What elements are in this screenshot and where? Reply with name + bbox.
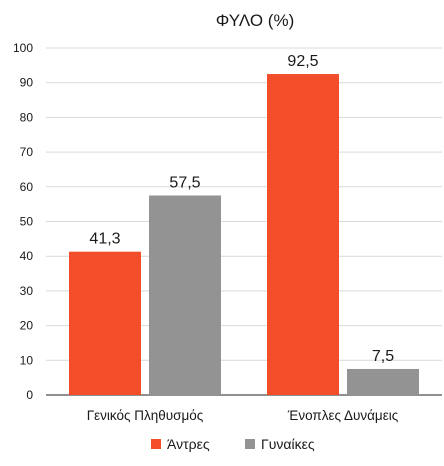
bars: 41,3 57,5 92,5 7,5 xyxy=(69,53,419,396)
bar xyxy=(347,368,419,395)
y-tick-label: 40 xyxy=(20,249,34,263)
y-tick-label: 100 xyxy=(13,41,33,55)
chart-title: ΦΥΛΟ (%) xyxy=(216,11,294,30)
y-tick-label: 10 xyxy=(20,353,34,367)
legend: Άντρες Γυναίκες xyxy=(151,436,315,452)
legend-swatch xyxy=(245,439,255,449)
bar xyxy=(267,74,339,396)
y-tick-label: 90 xyxy=(20,76,34,90)
y-tick-label: 60 xyxy=(20,180,34,194)
bar xyxy=(69,251,141,395)
x-axis: Γενικός Πληθυσμός Ένοπλες Δυνάμεις xyxy=(87,408,399,423)
legend-swatch xyxy=(151,439,161,449)
y-axis: 0 10 20 30 40 50 60 70 80 90 100 xyxy=(13,41,33,402)
y-tick-label: 30 xyxy=(20,284,34,298)
bar xyxy=(149,195,221,395)
y-tick-label: 80 xyxy=(20,110,34,124)
data-label: 7,5 xyxy=(372,348,394,365)
legend-label: Άντρες xyxy=(167,436,210,452)
legend-label: Γυναίκες xyxy=(261,436,315,452)
data-label: 41,3 xyxy=(89,231,120,248)
data-label: 92,5 xyxy=(287,53,318,70)
y-tick-label: 70 xyxy=(20,145,34,159)
data-label: 57,5 xyxy=(169,174,200,191)
y-tick-label: 50 xyxy=(20,215,34,229)
x-tick-label: Γενικός Πληθυσμός xyxy=(87,408,204,423)
y-tick-label: 20 xyxy=(20,319,34,333)
x-tick-label: Ένοπλες Δυνάμεις xyxy=(287,408,399,423)
y-tick-label: 0 xyxy=(26,388,33,402)
